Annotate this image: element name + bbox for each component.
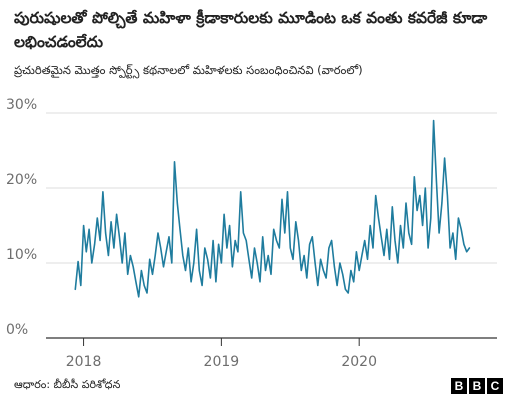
y-tick-label: 30% <box>6 97 37 113</box>
x-axis: 2018 2019 2020 <box>66 338 377 370</box>
x-tick-label: 2019 <box>204 354 240 370</box>
y-tick-label: 10% <box>6 247 37 263</box>
y-tick-label: 0% <box>6 322 28 338</box>
x-tick-label: 2018 <box>66 354 102 370</box>
source-note: ఆధారం: బీబీసీ పరిశోధన <box>14 378 121 391</box>
bbc-logo-letter-3: C <box>487 378 503 394</box>
series-line <box>74 119 471 298</box>
bbc-logo-letter-1: B <box>451 378 467 394</box>
bbc-logo-letter-2: B <box>469 378 485 394</box>
chart-subtitle: ప్రచురితమైన మొత్తం స్పోర్ట్స్ కథనాలలో మహ… <box>14 63 363 77</box>
bbc-logo: B B C <box>451 378 503 394</box>
y-grid: 0% 10% 20% 30% <box>6 97 497 339</box>
chart-title: పురుషులతో పోల్చితే మహిళా క్రీడాకారులకు మ… <box>14 9 488 51</box>
x-tick-label: 2020 <box>341 354 377 370</box>
y-tick-label: 20% <box>6 172 37 188</box>
series-lines <box>74 119 471 298</box>
